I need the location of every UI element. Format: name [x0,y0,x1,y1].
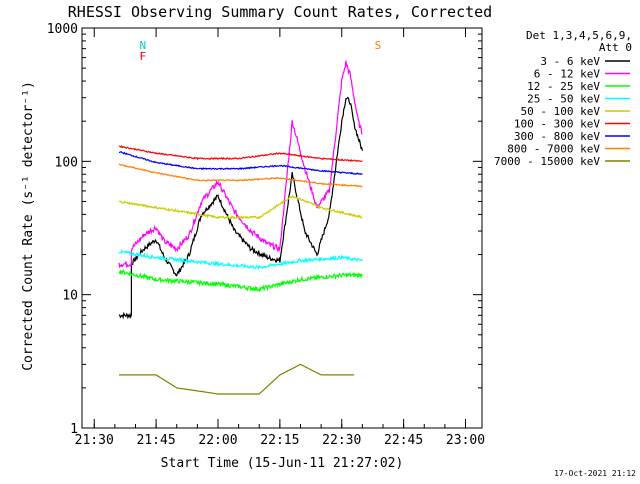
x-tick-label-4: 22:30 [322,433,361,448]
legend-entry-4: 50 - 100 keV [521,105,601,118]
legend-entry-2: 12 - 25 keV [527,80,600,93]
legend-entry-1: 6 - 12 keV [534,68,601,81]
series-line-4 [118,195,363,220]
series-line-2 [118,268,363,293]
series-line-5 [118,144,363,163]
x-tick-label-0: 21:30 [75,433,114,448]
legend-entry-8: 7000 - 15000 keV [494,155,600,168]
flag-label-s: S [375,39,382,52]
series-line-6 [118,151,363,176]
x-tick-label-5: 22:45 [384,433,423,448]
legend-header-1: Det 1,3,4,5,6,9, [526,29,632,42]
series-line-1 [118,60,363,269]
x-tick-label-3: 22:15 [260,433,299,448]
legend-entry-0: 3 - 6 keV [540,55,600,68]
series-line-0 [118,96,363,320]
chart-title: RHESSI Observing Summary Count Rates, Co… [68,3,492,21]
flag-label-n: N [139,39,146,52]
legend-entry-7: 800 - 7000 keV [507,143,600,156]
series-line-8 [119,363,355,395]
plot-timestamp: 17-Oct-2021 21:12 [554,469,636,478]
series-line-3 [118,249,363,271]
legend-entry-3: 25 - 50 keV [527,93,600,106]
y-tick-label-1: 10 [62,289,78,304]
y-axis-label: Corrected Count Rate (s⁻¹ detector⁻¹) [21,81,36,371]
legend-entry-5: 100 - 300 keV [514,118,600,131]
series-line-7 [118,163,363,188]
y-tick-label-3: 1000 [47,22,78,37]
y-tick-label-0: 1 [70,422,78,437]
x-tick-label-1: 21:45 [137,433,176,448]
y-tick-label-2: 100 [55,155,78,170]
x-tick-label-6: 23:00 [446,433,485,448]
plot-inner [118,60,363,395]
x-axis-label: Start Time (15-Jun-11 21:27:02) [161,456,404,471]
flag-label-f: F [139,50,146,63]
axes: 21:30 21:45 22:00 22:15 22:30 22:45 23:00 1 10 10… [47,22,485,448]
legend-header-2: Att 0 [599,41,632,54]
plot-frame [81,27,483,429]
plot-area: NF S [118,39,382,395]
legend-entry-6: 300 - 800 keV [514,130,600,143]
x-tick-label-2: 22:00 [198,433,237,448]
